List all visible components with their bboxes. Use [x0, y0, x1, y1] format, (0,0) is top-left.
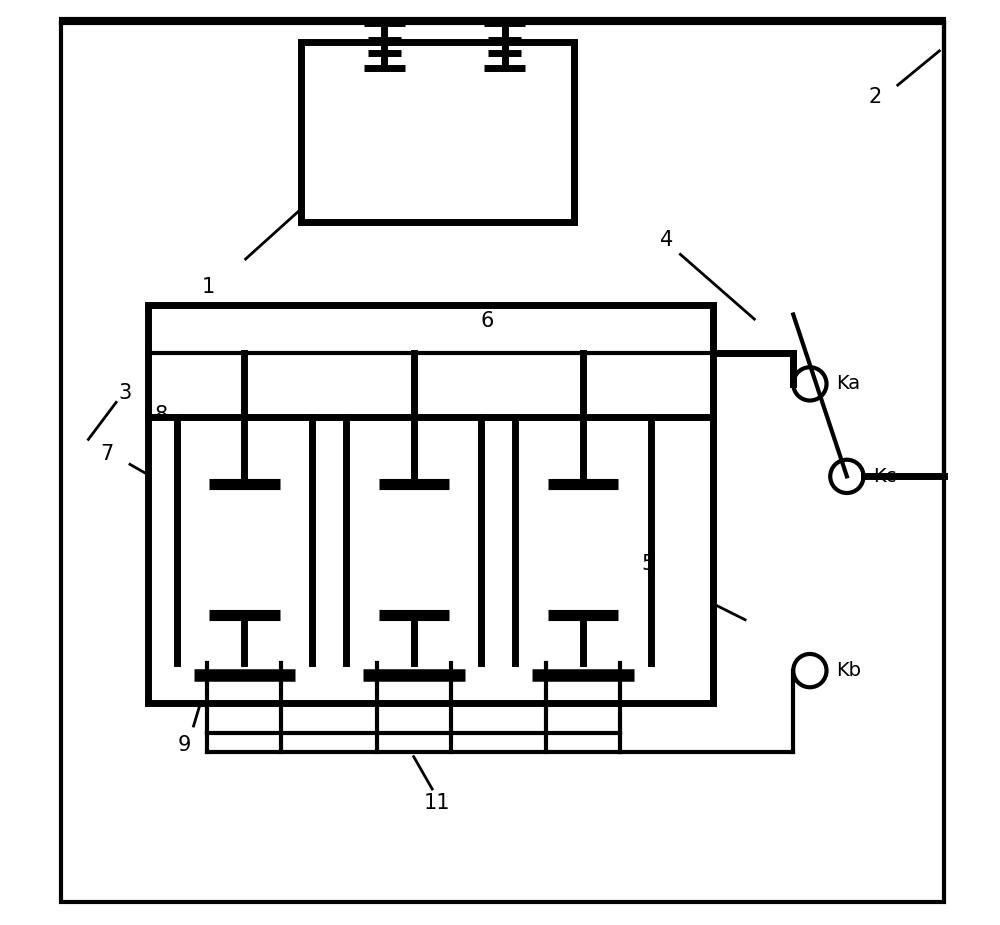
Text: 2: 2: [868, 87, 881, 107]
Text: 5: 5: [641, 554, 655, 574]
Text: 4: 4: [660, 230, 673, 251]
Text: 8: 8: [155, 405, 168, 425]
Bar: [148, 305, 713, 703]
Text: 1: 1: [202, 277, 215, 297]
Bar: [301, 42, 574, 222]
Text: 11: 11: [424, 793, 450, 813]
Text: 7: 7: [100, 444, 113, 464]
Text: Ka: Ka: [836, 375, 860, 393]
Text: 6: 6: [480, 311, 494, 331]
Text: 9: 9: [178, 734, 191, 755]
Text: 3: 3: [119, 383, 132, 403]
Text: Kc: Kc: [873, 467, 896, 486]
Text: Kb: Kb: [836, 661, 861, 680]
